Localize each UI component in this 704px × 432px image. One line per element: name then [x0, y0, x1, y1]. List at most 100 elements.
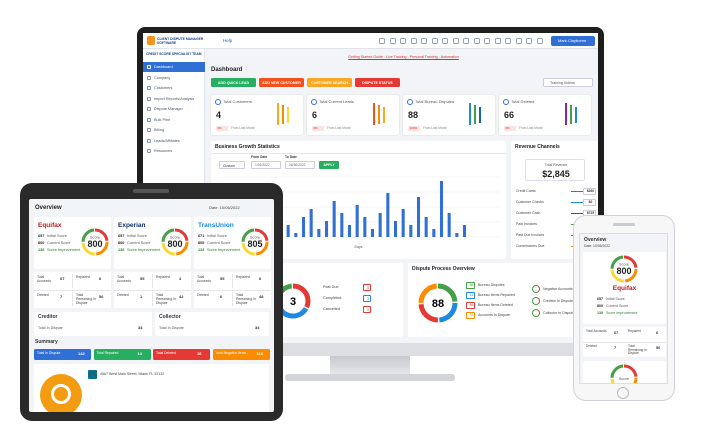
- action-button[interactable]: ADD NEW CUSTOMER: [259, 78, 304, 87]
- nav-item[interactable]: Resources: [143, 146, 205, 156]
- stat-value: 6: [220, 294, 223, 299]
- nav-item[interactable]: Bulk Print: [143, 115, 205, 125]
- change-pill: 0%: [504, 126, 516, 131]
- spark-bar: [570, 105, 572, 124]
- toolbar-icon: [526, 38, 532, 44]
- overview-title: Overview: [35, 205, 62, 211]
- summary-box: Total In Dispute 142: [34, 349, 91, 360]
- score-line-value: 134: [198, 248, 205, 252]
- stat-value: 6: [99, 276, 102, 281]
- bureau-name: TransUnion: [198, 222, 234, 229]
- toolbar-icon: [442, 38, 448, 44]
- bar: [462, 225, 467, 237]
- bar: [386, 193, 390, 237]
- change-pill: 0%: [312, 126, 324, 131]
- nav-label[interactable]: Company: [154, 75, 171, 80]
- apply-button[interactable]: APPLY: [319, 161, 339, 169]
- nav-label[interactable]: Leads/Affiliates: [154, 138, 180, 143]
- score-line-value: 657: [597, 297, 603, 301]
- nav-icon: [147, 128, 151, 132]
- nav-item[interactable]: Company: [143, 73, 205, 83]
- address-card: 4567 West Main Street, Miami FL 33132: [34, 364, 269, 412]
- nav-label[interactable]: Dashboard: [154, 65, 173, 69]
- bureau-card: Experian 657 Initial Score 800 Current Score…: [114, 217, 191, 269]
- ring-segment: [161, 228, 189, 256]
- bureau-card: Equifax 657 Initial Score 800 Current Score 1…: [34, 217, 111, 269]
- dispute-value: 52: [469, 313, 474, 318]
- summary-box: Total Repaired 14: [93, 349, 151, 360]
- toolbar-icon: [389, 38, 396, 44]
- nav-item[interactable]: Dashboard: [143, 62, 205, 72]
- score-label: Score: [250, 234, 260, 239]
- stat-value: 67: [60, 276, 65, 281]
- nav-label[interactable]: Bulk Print: [154, 117, 171, 122]
- stat-label: Repaired: [236, 275, 250, 279]
- to-value: 06/30/2022: [289, 163, 306, 167]
- bar: [439, 181, 444, 237]
- action-button[interactable]: ADD QUICK LEAD: [211, 78, 256, 87]
- bar: [378, 213, 382, 237]
- card-label: Total Customers: [223, 99, 252, 104]
- summary-label: Total In Dispute: [37, 351, 61, 356]
- card-label: Total In Dispute: [159, 326, 184, 330]
- toolbar-icon: [505, 38, 511, 44]
- cell-divider: [232, 274, 233, 288]
- stat-label: Total Accounts: [37, 275, 51, 283]
- nav-label[interactable]: Dispute Manager: [154, 107, 183, 111]
- score-line-value: 139: [118, 248, 125, 252]
- nav-label[interactable]: Billing: [154, 128, 165, 132]
- status-value-box: 0: [363, 284, 371, 291]
- spark-bar: [378, 105, 380, 124]
- nav-item[interactable]: Billing: [143, 125, 205, 135]
- score-line-label: Score Improvement: [127, 248, 161, 252]
- status-name: Cancelled: [323, 307, 340, 311]
- from-value: 1/01/2022: [255, 163, 270, 167]
- summary-title: Summary: [35, 339, 58, 345]
- bar: [355, 205, 359, 237]
- action-button[interactable]: DISPUTE STATUS: [355, 78, 400, 87]
- score-line-value: 657: [118, 234, 125, 238]
- dispute-other: Collector In Dispute: [543, 311, 575, 315]
- button-label: ADD NEW CUSTOMER: [262, 80, 301, 85]
- monitor-stand: [330, 354, 410, 376]
- toolbar-icon: [379, 38, 385, 44]
- to-input[interactable]: 06/30/2022: [285, 161, 315, 169]
- nav-item[interactable]: Leads/Affiliates: [143, 136, 205, 146]
- training-select[interactable]: Training Videos: [543, 78, 593, 87]
- from-label: From Date: [251, 155, 268, 159]
- from-input[interactable]: 1/01/2022: [251, 161, 281, 169]
- nav-icon: [147, 75, 151, 80]
- stat-label: Repaired: [76, 275, 90, 279]
- stat-label: Deleted: [586, 344, 597, 348]
- score-line-value: 671: [198, 234, 205, 238]
- donut-center: 88: [432, 298, 444, 310]
- nav-label[interactable]: Resources: [154, 149, 173, 153]
- nav-icon: [147, 86, 151, 90]
- dispute-name: Accounts In Dispute: [478, 313, 510, 317]
- card-value: 34: [255, 325, 260, 330]
- ring-segment: [241, 228, 269, 256]
- card-icon: [503, 99, 509, 105]
- spark-bar: [383, 107, 385, 123]
- nav-item[interactable]: Dispute Manager: [143, 104, 205, 114]
- range-select[interactable]: Custom: [219, 161, 245, 169]
- nav-label[interactable]: Import Reports/Analysis: [154, 96, 195, 101]
- nav-item[interactable]: Customers: [143, 83, 205, 93]
- bar: [317, 229, 321, 237]
- nav-label[interactable]: Customers: [154, 86, 173, 90]
- action-button[interactable]: CUSTOMER SEARCH: [307, 78, 352, 87]
- card-icon: [215, 99, 221, 105]
- dispute-value-box: 52: [466, 312, 475, 319]
- score-line-label: Initial Score: [606, 297, 625, 301]
- channel-name: Commissions Due: [516, 244, 545, 248]
- overview-date: Date: 10/06/2022: [209, 205, 240, 210]
- score-line-value: 800: [597, 304, 603, 308]
- cell-divider: [152, 274, 153, 288]
- summary-label: Total Repaired: [96, 351, 119, 356]
- cell-divider: [72, 274, 73, 288]
- nav-item[interactable]: Import Reports/Analysis: [143, 94, 205, 104]
